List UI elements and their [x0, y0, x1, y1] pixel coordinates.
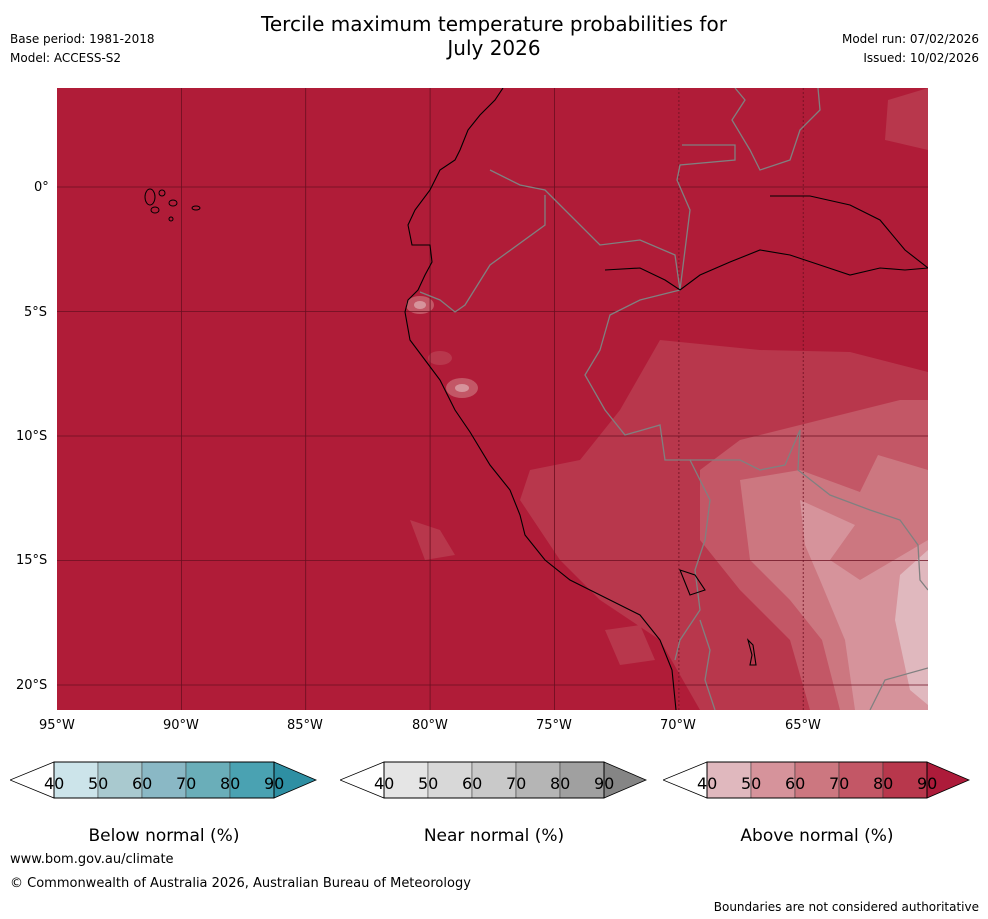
title-line-2: July 2026	[447, 36, 541, 60]
lat-label: 5°S	[24, 305, 48, 320]
colorbar-label: Below normal (%)	[88, 826, 240, 846]
lat-label: 15°S	[16, 553, 48, 568]
colorbar-tick: 90	[594, 774, 615, 793]
contour-50-60	[800, 500, 928, 710]
colorbar-segment	[750, 761, 796, 799]
colorbar-segment	[515, 761, 561, 799]
colorbar-tick: 70	[506, 774, 527, 793]
colorbar-tick: 50	[418, 774, 439, 793]
colorbar-tick: 50	[741, 774, 762, 793]
colorbar-label: Above normal (%)	[740, 826, 894, 846]
lon-label: 70°W	[660, 718, 696, 733]
country-borders	[419, 88, 928, 710]
colorbar-label: Near normal (%)	[423, 826, 565, 846]
title-line-1: Tercile maximum temperature probabilitie…	[261, 12, 727, 36]
colorbar-tick: 50	[88, 774, 109, 793]
probability-contours	[406, 88, 928, 710]
colorbar-2	[663, 761, 971, 799]
base-period: Base period: 1981-2018	[10, 32, 155, 46]
model-name: Model: ACCESS-S2	[10, 51, 122, 65]
model-run: Model run: 07/02/2026	[841, 32, 979, 46]
issued-date: Issued: 10/02/2026	[863, 51, 979, 65]
colorbar-tick: 60	[785, 774, 806, 793]
colorbar-segment	[427, 761, 473, 799]
colorbar-0	[10, 761, 318, 799]
lon-label: 80°W	[412, 718, 448, 733]
lon-label: 65°W	[785, 718, 821, 733]
graticule	[57, 88, 928, 710]
lon-label: 75°W	[536, 718, 572, 733]
colorbar-tick: 40	[374, 774, 395, 793]
coastline	[404, 88, 928, 710]
colorbar-segment	[559, 761, 605, 799]
colorbar-tick: 90	[264, 774, 285, 793]
disclaimer: Boundaries are not considered authoritat…	[713, 900, 979, 914]
lon-label: 90°W	[163, 718, 199, 733]
lat-label: 20°S	[16, 678, 48, 693]
lon-label: 95°W	[39, 718, 75, 733]
colorbar-tick: 60	[462, 774, 483, 793]
galapagos-islands	[144, 188, 201, 222]
colorbar-tick: 60	[132, 774, 153, 793]
colorbar-tick: 80	[220, 774, 241, 793]
copyright: © Commonwealth of Australia 2026, Austra…	[10, 876, 471, 891]
probability-map	[57, 88, 928, 710]
colorbar-tick: 70	[176, 774, 197, 793]
website-link[interactable]: www.bom.gov.au/climate	[10, 852, 174, 867]
lat-label: 10°S	[16, 429, 48, 444]
colorbar-tick: 80	[873, 774, 894, 793]
lat-label: 0°	[34, 180, 49, 195]
colorbar-tick: 90	[917, 774, 938, 793]
colorbar-segment	[97, 761, 143, 799]
colorbar-1	[340, 761, 648, 799]
colorbar-segment	[53, 761, 99, 799]
contour-40-50	[895, 550, 928, 705]
colorbar-tick: 40	[697, 774, 718, 793]
colorbar-tick: 70	[829, 774, 850, 793]
colorbar-tick: 40	[44, 774, 65, 793]
page-title: Tercile maximum temperature probabilitie…	[0, 12, 988, 60]
lon-label: 85°W	[287, 718, 323, 733]
colorbar-tick: 80	[550, 774, 571, 793]
